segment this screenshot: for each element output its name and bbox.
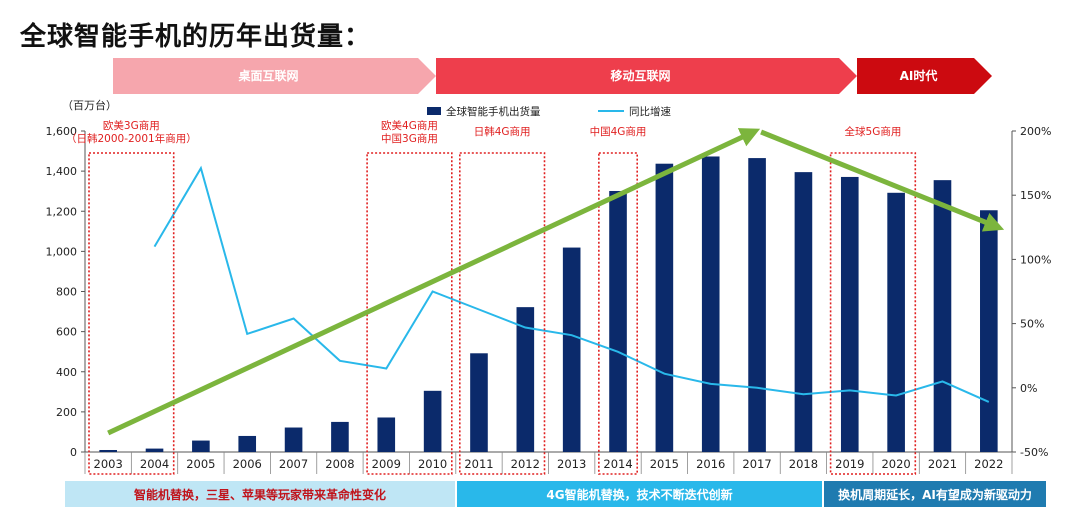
y-left-tick-label: 1,000: [46, 245, 78, 258]
bar-2005: [192, 440, 210, 452]
bar-2020: [887, 192, 905, 453]
y-left-tick-label: 800: [56, 286, 77, 299]
bar-2003: [99, 449, 117, 452]
x-tick-label: 2010: [418, 457, 447, 471]
era-label: AI时代: [900, 68, 938, 83]
era-label: 桌面互联网: [237, 68, 298, 83]
bar-2012: [516, 307, 535, 452]
x-tick-label: 2017: [742, 457, 771, 471]
bar-2009: [377, 417, 396, 452]
bar-2015: [655, 163, 674, 452]
y-right-tick-label: -50%: [1020, 446, 1048, 459]
annotation-box: [829, 152, 917, 475]
bar-2016: [701, 156, 720, 452]
x-tick-label: 2003: [94, 457, 123, 471]
x-tick-label: 2022: [974, 457, 1003, 471]
annotation-label: 欧美4G商用: [381, 119, 438, 132]
bar-2022: [980, 210, 998, 452]
annotation-label: 全球5G商用: [845, 125, 902, 138]
x-tick-label: 2019: [835, 457, 864, 471]
footer-stage-2: [824, 481, 1046, 507]
y-left-tick-label: 1,400: [46, 165, 78, 178]
annotation-label: 日韩4G商用: [474, 125, 531, 138]
y-right-tick-label: 200%: [1020, 125, 1051, 138]
x-tick-label: 2006: [233, 457, 262, 471]
bar-2018: [794, 172, 813, 453]
y-axis-unit-label: （百万台）: [62, 99, 117, 112]
x-tick-label: 2005: [186, 457, 215, 471]
bar-2019: [840, 176, 859, 453]
x-tick-label: 2007: [279, 457, 308, 471]
legend-line-label: 同比增速: [629, 105, 671, 118]
y-left-tick-label: 400: [56, 366, 77, 379]
y-right-tick-label: 100%: [1020, 253, 1051, 266]
annotation-box: [88, 152, 175, 475]
growth-rate-line: [153, 165, 990, 403]
footer-stage-label: 智能机替换，三星、苹果等玩家带来革命性变化: [133, 487, 386, 502]
bar-2007: [284, 427, 303, 452]
x-tick-label: 2014: [603, 457, 632, 471]
y-left-tick-label: 1,600: [46, 125, 78, 138]
trend-arrow-up: [107, 128, 761, 436]
x-tick-label: 2013: [557, 457, 586, 471]
legend-bar-label: 全球智能手机出货量: [446, 105, 541, 118]
annotation-label: 中国4G商用: [590, 125, 647, 138]
bar-2014: [609, 190, 627, 452]
footer-stage-1: [457, 481, 822, 507]
era-arrow-2: [857, 58, 992, 94]
x-tick-label: 2015: [650, 457, 679, 471]
y-left-tick-label: 200: [56, 406, 77, 419]
bar-2010: [423, 390, 442, 452]
y-right-tick-label: 50%: [1020, 318, 1044, 331]
x-tick-label: 2004: [140, 457, 169, 471]
bar-2008: [331, 421, 349, 452]
x-tick-label: 2020: [881, 457, 910, 471]
era-label: 移动互联网: [610, 68, 670, 83]
y-right-tick-label: 150%: [1020, 189, 1051, 202]
annotation-box: [458, 152, 546, 475]
footer-stage-label: 换机周期延长，AI有望成为新驱动力: [838, 487, 1032, 502]
trend-arrow-down: [760, 129, 1005, 232]
bar-2013: [562, 247, 581, 452]
y-left-tick-label: 0: [70, 446, 77, 459]
x-tick-label: 2009: [372, 457, 401, 471]
y-left-tick-label: 600: [56, 326, 77, 339]
bar-2011: [470, 353, 488, 452]
x-tick-label: 2018: [789, 457, 818, 471]
bar-2004: [145, 448, 164, 452]
era-arrow-1: [436, 58, 857, 94]
footer-stage-0: [65, 481, 455, 507]
footer-stage-label: 4G智能机替换，技术不断迭代创新: [546, 487, 732, 502]
legend-bar-swatch: [427, 107, 441, 115]
page-title: 全球智能手机的历年出货量：: [20, 22, 372, 52]
x-tick-label: 2016: [696, 457, 725, 471]
x-tick-label: 2012: [511, 457, 540, 471]
bar-2006: [238, 435, 257, 452]
annotation-label: （日韩2000-2001年商用）: [66, 132, 197, 145]
x-tick-label: 2021: [928, 457, 957, 471]
bar-2017: [748, 158, 766, 452]
y-right-tick-label: 0%: [1020, 382, 1037, 395]
annotation-label: 欧美3G商用: [103, 119, 160, 132]
x-tick-label: 2011: [464, 457, 493, 471]
x-tick-label: 2008: [325, 457, 354, 471]
y-left-tick-label: 1,200: [46, 205, 78, 218]
bar-2021: [933, 180, 952, 452]
annotation-box: [366, 152, 453, 475]
annotation-label: 中国3G商用: [381, 132, 438, 145]
era-arrow-0: [113, 58, 436, 94]
